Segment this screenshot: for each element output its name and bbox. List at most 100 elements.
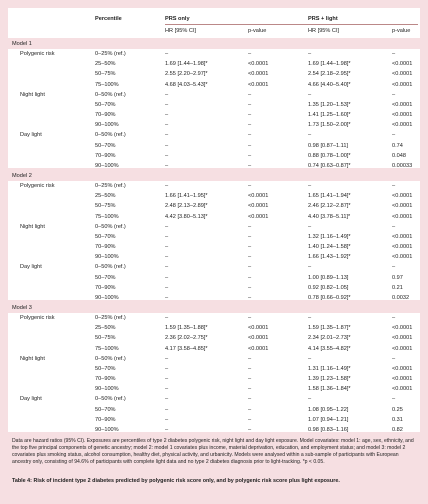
model-block [8,313,420,432]
cell: <0.0001 [248,325,269,332]
cell: 0.0032 [392,294,410,301]
cell: 1.69 [1.44–1.98]* [308,61,351,68]
cell: – [165,396,169,403]
cell: – [165,386,169,393]
cell: – [248,284,252,291]
cell: – [165,233,169,240]
group-label: Day light [20,132,42,139]
percentile: 0–50% (ref.) [95,355,126,362]
cell: – [308,396,312,403]
cell: <0.0001 [392,112,413,119]
cell: – [248,406,252,413]
cell: – [392,132,396,139]
percentile: 50–70% [95,406,116,413]
header-rule [308,24,418,25]
header-rule [165,24,365,25]
cell: – [165,122,169,129]
cell: <0.0001 [392,122,413,129]
cell: <0.0001 [392,335,413,342]
cell: – [248,264,252,271]
cell: 1.32 [1.16–1.49]* [308,233,351,240]
percentile: 90–100% [95,294,119,301]
cell: 1.35 [1.20–1.53]* [308,101,351,108]
cell: 1.00 [0.89–1.13] [308,274,349,281]
percentile: 0–50% (ref.) [95,91,126,98]
group-label: Day light [20,264,42,271]
percentile: 0–50% (ref.) [95,396,126,403]
cell: – [165,51,169,58]
cell: – [165,101,169,108]
cell: – [392,396,396,403]
cell: – [165,406,169,413]
cell: – [248,365,252,372]
cell: – [248,315,252,322]
cell: – [165,315,169,322]
cell: – [165,274,169,281]
cell: <0.0001 [392,345,413,352]
cell: 1.69 [1.44–1.98]* [165,61,208,68]
cell: – [248,396,252,403]
percentile: 90–100% [95,386,119,393]
cell: – [248,386,252,393]
cell: 0.31 [392,416,403,423]
cell: – [165,294,169,301]
percentile: 25–50% [95,325,116,332]
caption: Table 4: Risk of incident type 2 diabete… [12,478,340,484]
cell: 0.92 [0.82–1.05] [308,284,349,291]
cell: <0.0001 [392,203,413,210]
cell: 0.82 [392,426,403,433]
cell: – [248,376,252,383]
cell: 1.59 [1.35–1.88]* [165,325,208,332]
cell: <0.0001 [248,81,269,88]
cell: <0.0001 [392,325,413,332]
cell: <0.0001 [248,193,269,200]
cell: 2.36 [2.02–2.75]* [165,335,208,342]
cell: 1.31 [1.16–1.49]* [308,365,351,372]
cell: 2.55 [2.20–2.97]* [165,71,208,78]
cell: – [248,294,252,301]
cell: <0.0001 [248,61,269,68]
cell: 0.25 [392,406,403,413]
percentile: 0–50% (ref.) [95,264,126,271]
percentile: 70–90% [95,152,116,159]
header-block [8,8,420,38]
cell: 0.048 [392,152,406,159]
cell: – [248,244,252,251]
cell: – [248,91,252,98]
cell: <0.0001 [392,376,413,383]
cell: 4.40 [3.78–5.11]* [308,213,351,220]
cell: <0.0001 [392,386,413,393]
cell: – [248,274,252,281]
cell: – [392,264,396,271]
cell: 4.17 [3.58–4.85]* [165,345,208,352]
group-label: Night light [20,355,45,362]
percentile: 0–25% (ref.) [95,51,126,58]
percentile: 70–90% [95,376,116,383]
cell: – [165,142,169,149]
percentile: 0–25% (ref.) [95,183,126,190]
percentile: 75–100% [95,345,119,352]
cell: – [165,284,169,291]
sub-header: HR [95% CI] [165,28,197,34]
cell: <0.0001 [392,233,413,240]
cell: – [248,233,252,240]
cell: – [392,315,396,322]
cell: 0.74 [392,142,403,149]
cell: <0.0001 [392,365,413,372]
cell: – [248,142,252,149]
footnote: Data are hazard ratios (95% CI). Exposur… [12,438,414,465]
column-header: PRS only [165,16,190,22]
group-label: Polygenic risk [20,315,55,322]
cell: – [165,112,169,119]
cell: – [248,183,252,190]
percentile: 0–50% (ref.) [95,132,126,139]
cell: 1.65 [1.41–1.94]* [308,193,351,200]
cell: 1.40 [1.24–1.58]* [308,244,351,251]
cell: <0.0001 [248,203,269,210]
cell: – [165,223,169,230]
group-label: Polygenic risk [20,51,55,58]
percentile: 25–50% [95,193,116,200]
percentile: 50–70% [95,142,116,149]
cell: <0.0001 [248,335,269,342]
cell: 1.66 [1.41–1.95]* [165,193,208,200]
